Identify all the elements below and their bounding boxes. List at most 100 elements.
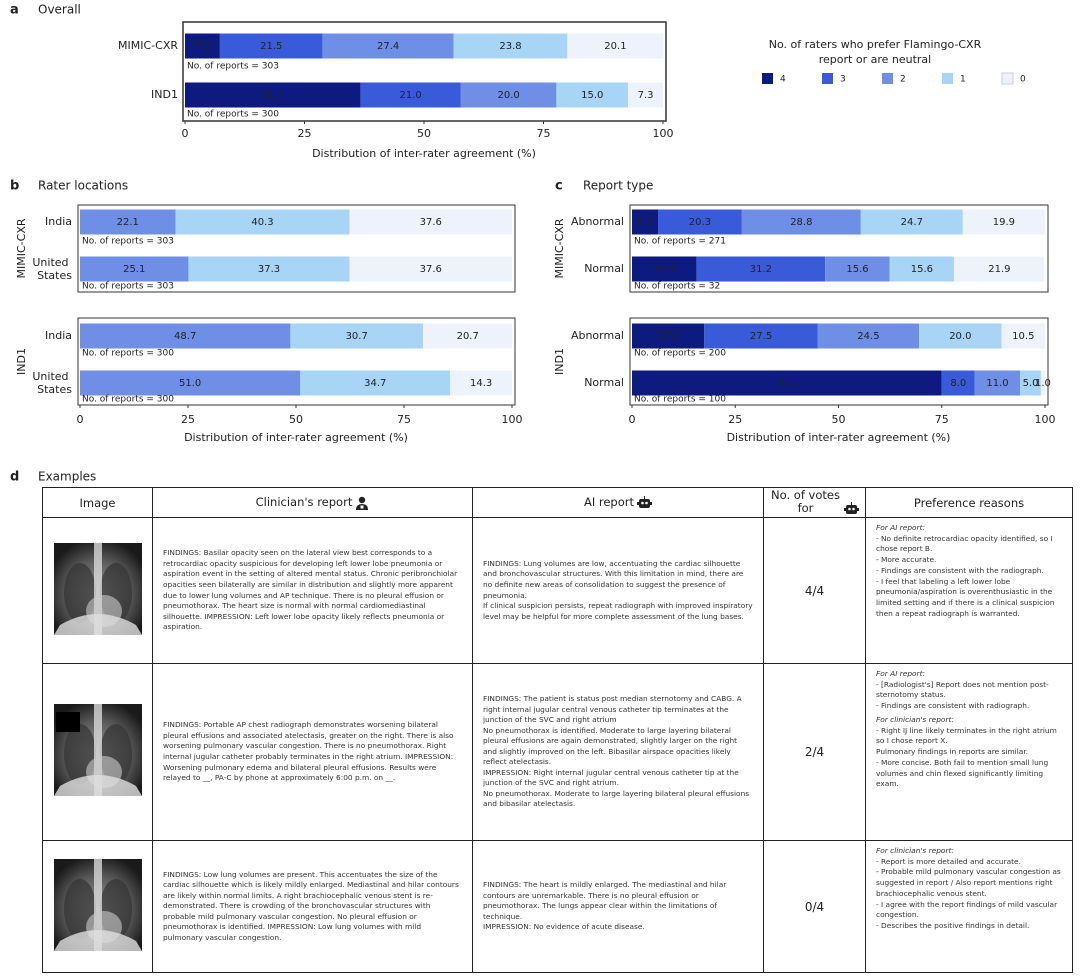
report-paragraph: FINDINGS: The patient is status post med… bbox=[483, 694, 742, 725]
legend-label: 1 bbox=[960, 75, 966, 85]
value-label: 20.7 bbox=[457, 331, 479, 342]
bar-segment bbox=[300, 370, 451, 396]
reason-line: - More accurate. bbox=[876, 555, 937, 565]
legend-label: 3 bbox=[840, 75, 846, 85]
value-label: 28.8 bbox=[790, 217, 812, 228]
report-paragraph: IMPRESSION: Right internal jugular centr… bbox=[483, 767, 739, 788]
report-count: No. of reports = 32 bbox=[634, 282, 720, 292]
value-label: 14.3 bbox=[470, 378, 492, 389]
image-cell bbox=[42, 663, 153, 841]
value-label: 22.1 bbox=[117, 217, 139, 228]
x-tick-label: 50 bbox=[289, 413, 303, 426]
value-label: 48.7 bbox=[174, 331, 196, 342]
bar-segment bbox=[450, 370, 512, 396]
reasons-cell: For AI report: - [Radiologist's] Report d… bbox=[865, 663, 1073, 841]
reason-line: - Findings are consistent with radiograp… bbox=[876, 701, 1030, 711]
ai-report-cell: FINDINGS: The patient is status post med… bbox=[472, 663, 764, 841]
figure-charts: a Overall b Rater locations c Report type d Exa… bbox=[10, 3, 1056, 485]
x-tick-label: 0 bbox=[629, 413, 636, 426]
x-tick-label: 0 bbox=[77, 413, 84, 426]
category-label: IND1 bbox=[151, 88, 178, 101]
bar-segment bbox=[80, 209, 176, 235]
report-count: No. of reports = 303 bbox=[82, 282, 174, 292]
value-label: 37.3 bbox=[258, 264, 280, 275]
bar-segment bbox=[175, 209, 350, 235]
report-paragraph: FINDINGS: Basilar opacity seen on the la… bbox=[163, 548, 458, 632]
bar-segment bbox=[322, 33, 454, 59]
bar-segment bbox=[628, 82, 663, 108]
value-label: 7.3 bbox=[638, 90, 654, 101]
report-paragraph: IMPRESSION: No evidence of acute disease… bbox=[483, 922, 645, 932]
header-cell: AI report bbox=[472, 487, 764, 518]
reason-line: For AI report: bbox=[876, 669, 925, 678]
reason-line: - More concise. Both fail to mention sma… bbox=[876, 757, 1049, 789]
header-text: AI report bbox=[583, 495, 635, 510]
header-cell: Image bbox=[42, 487, 153, 518]
x-tick-label: 50 bbox=[832, 413, 846, 426]
legend-title: No. of raters who prefer Flamingo-CXR bbox=[769, 38, 982, 51]
panel-letter: a bbox=[10, 3, 19, 18]
value-label: 51.0 bbox=[179, 378, 201, 389]
x-axis-label: Distribution of inter-rater agreement (%… bbox=[184, 431, 408, 444]
preference-reasons: For AI report: - No definite retrocardiac… bbox=[866, 518, 1072, 622]
x-tick-label: 75 bbox=[935, 413, 949, 426]
header-cell: No. of votes for bbox=[763, 487, 866, 518]
reason-line: - No definite retrocardiac opacity ident… bbox=[876, 533, 1053, 554]
category-label: India bbox=[45, 329, 72, 342]
report-paragraph: FINDINGS: Lung volumes are low, accentua… bbox=[483, 558, 744, 600]
value-label: 15.0 bbox=[581, 90, 603, 101]
examples-table: Image Clinician's report AI report No. o… bbox=[42, 487, 1073, 973]
panel-letter: b bbox=[10, 179, 19, 194]
value-label: 40.3 bbox=[251, 217, 273, 228]
header-text: No. of votes for bbox=[771, 488, 840, 516]
plot-frame bbox=[77, 204, 516, 293]
category-label: Normal bbox=[584, 376, 624, 389]
x-tick-label: 50 bbox=[417, 127, 431, 140]
legend-swatch bbox=[1001, 72, 1014, 85]
reason-line: - Right IJ line likely terminates in the… bbox=[876, 725, 1057, 746]
legend-swatch bbox=[882, 73, 893, 84]
preference-reasons: For clinician's report: - Report is more … bbox=[866, 841, 1072, 934]
x-axis-label: Distribution of inter-rater agreement (%… bbox=[312, 147, 536, 160]
x-tick-label: 25 bbox=[298, 127, 312, 140]
bar-segment bbox=[349, 209, 512, 235]
plot-frame bbox=[629, 204, 1049, 293]
ai-report-cell: FINDINGS: Lung volumes are low, accentua… bbox=[472, 517, 764, 664]
x-tick-label: 100 bbox=[653, 127, 674, 140]
reason-line: For clinician's report: bbox=[876, 714, 954, 724]
image-cell bbox=[42, 517, 153, 664]
panel-title: Report type bbox=[583, 179, 653, 193]
reason-line: - Describes the positive findings in det… bbox=[876, 921, 1030, 931]
bar-segment bbox=[954, 256, 1045, 282]
image-cell bbox=[42, 840, 153, 973]
value-label: 21.0 bbox=[399, 90, 421, 101]
x-tick-label: 100 bbox=[1035, 413, 1056, 426]
votes-cell: 2/4 bbox=[763, 663, 866, 841]
report-count: No. of reports = 300 bbox=[187, 110, 279, 120]
bar-segment bbox=[974, 370, 1021, 396]
report-paragraph: FINDINGS: Portable AP chest radiograph d… bbox=[163, 720, 454, 783]
reason-line: For clinician's report: bbox=[876, 846, 954, 855]
reason-line: - I feel that labeling a left lower lobe… bbox=[876, 576, 1055, 618]
value-label: 19.9 bbox=[993, 217, 1015, 228]
clinician-report-cell: FINDINGS: Basilar opacity seen on the la… bbox=[152, 517, 473, 664]
reason-line: - Report is more detailed and accurate. bbox=[876, 856, 1021, 866]
ai-report: FINDINGS: The heart is mildly enlarged. … bbox=[473, 880, 763, 933]
value-label: 8.0 bbox=[950, 378, 966, 389]
header-text: Preference reasons bbox=[913, 495, 1025, 510]
value-label: 15.6 bbox=[911, 264, 933, 275]
report-count: No. of reports = 300 bbox=[82, 395, 174, 405]
bar-segment bbox=[919, 323, 1002, 349]
category-label: United States bbox=[32, 256, 72, 282]
clinician-report: FINDINGS: Basilar opacity seen on the la… bbox=[153, 548, 472, 632]
value-label: 15.6 bbox=[846, 264, 868, 275]
x-tick-label: 75 bbox=[537, 127, 551, 140]
bar-segment bbox=[460, 82, 557, 108]
reason-line: For AI report: bbox=[876, 523, 925, 532]
value-label: 20.0 bbox=[497, 90, 519, 101]
example-row: FINDINGS: Low lung volumes are present. … bbox=[42, 840, 1073, 973]
bar-segment bbox=[80, 370, 301, 396]
panel-title: Rater locations bbox=[38, 179, 128, 193]
legend-title: report or are neutral bbox=[819, 53, 931, 66]
chest-radiograph bbox=[53, 542, 142, 635]
